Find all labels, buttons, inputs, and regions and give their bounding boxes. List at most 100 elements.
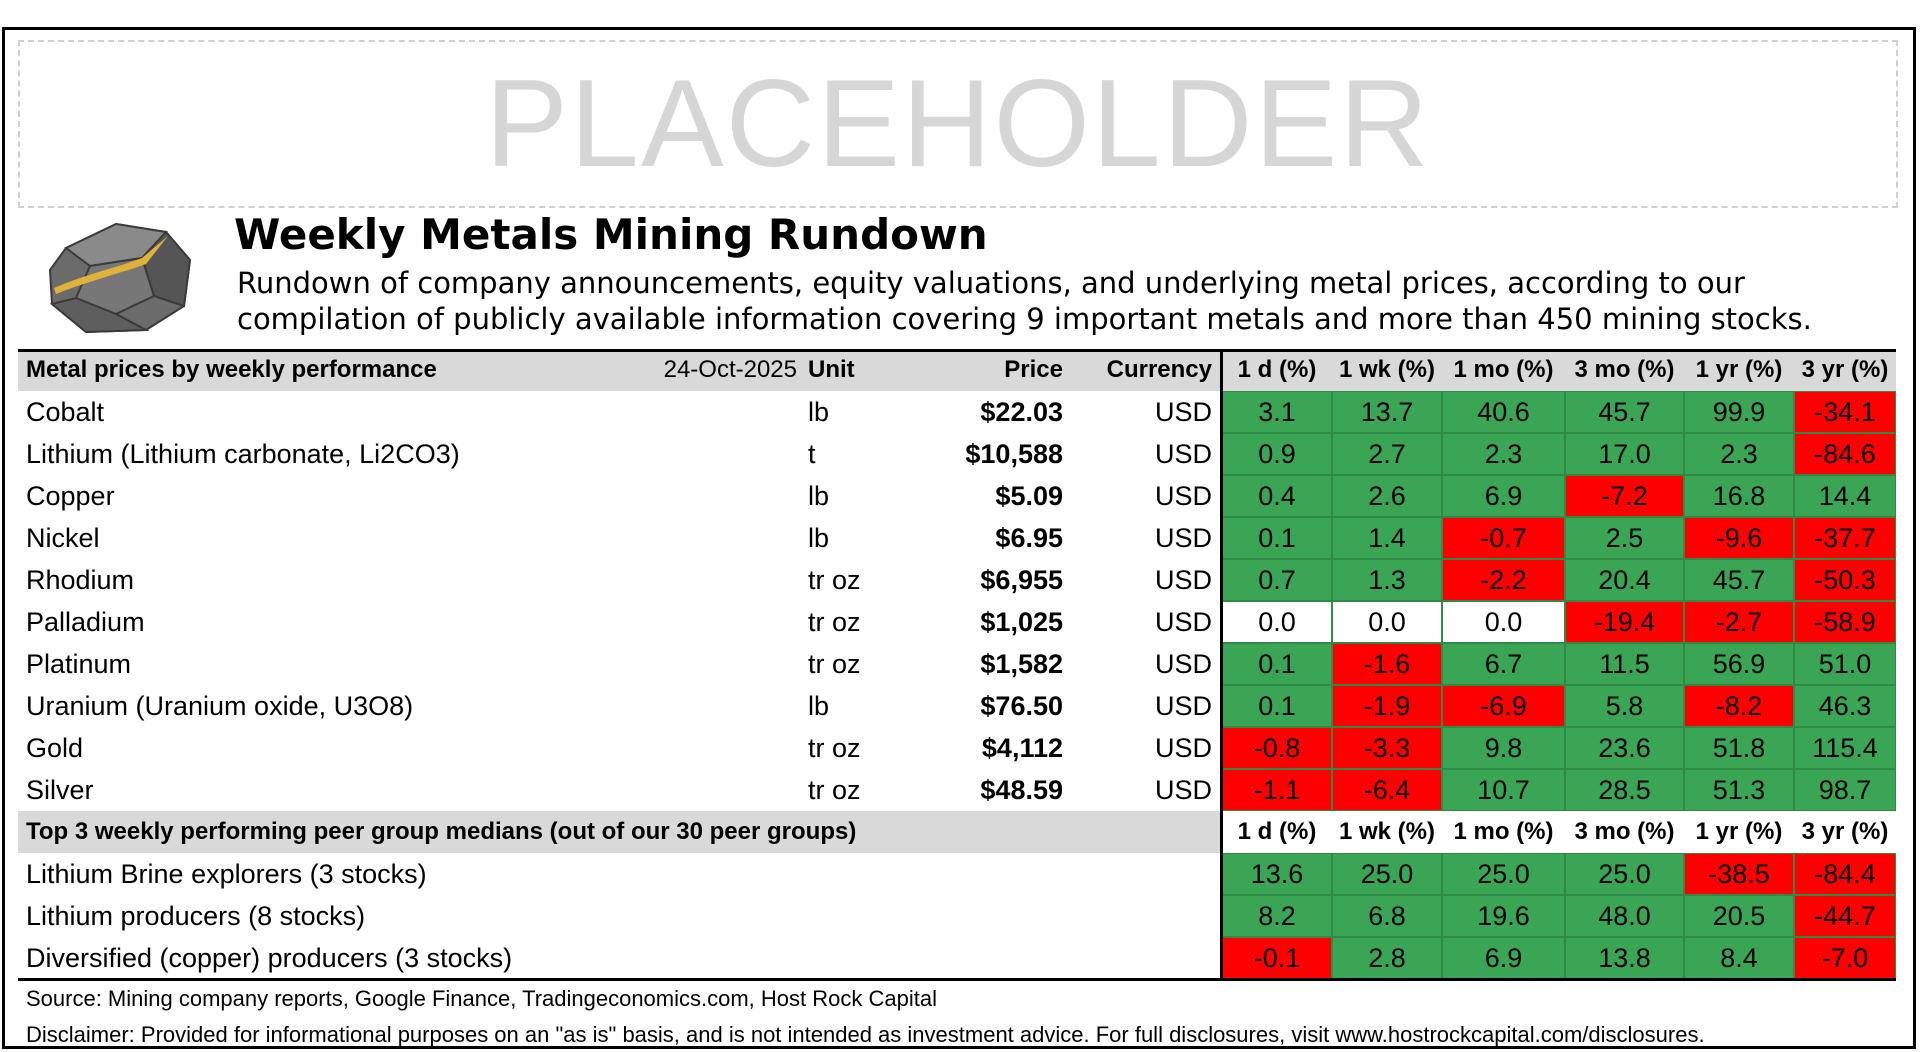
currency: USD [1154, 606, 1212, 637]
unit: lb [808, 690, 830, 721]
metal-name: Platinum [26, 648, 132, 679]
price: $5.09 [995, 480, 1063, 511]
frame [2, 27, 1916, 1049]
change-cell: 2.7 [1332, 433, 1442, 475]
change-cell: 2.8 [1332, 937, 1442, 979]
change-cell: 56.9 [1684, 643, 1794, 685]
change-cell: 98.7 [1794, 769, 1896, 811]
change-cell: 1.4 [1332, 517, 1442, 559]
unit: t [808, 438, 816, 469]
change-cell: 2.5 [1565, 517, 1684, 559]
column-header: 3 yr (%) [1801, 356, 1889, 383]
change-cell: 2.3 [1684, 433, 1794, 475]
table-date: 24-Oct-2025 [663, 356, 797, 383]
change-cell: 25.0 [1565, 853, 1684, 895]
change-cell: -6.9 [1442, 685, 1565, 727]
change-cell: -1.9 [1332, 685, 1442, 727]
peer-group-name: Lithium Brine explorers (3 stocks) [26, 858, 427, 889]
change-cell: 8.2 [1222, 895, 1332, 937]
unit: lb [808, 522, 830, 553]
source: Source: Mining company reports, Google F… [26, 986, 937, 1011]
change-cell: 25.0 [1442, 853, 1565, 895]
change-cell: 3.1 [1222, 391, 1332, 433]
metal-name: Lithium (Lithium carbonate, Li2CO3) [26, 438, 460, 469]
column-header: 1 d (%) [1237, 818, 1317, 845]
price: $48.59 [980, 774, 1063, 805]
change-cell: 0.1 [1222, 643, 1332, 685]
placeholder-box: PLACEHOLDER [18, 40, 1898, 208]
change-cell: 9.8 [1442, 727, 1565, 769]
unit: lb [808, 480, 830, 511]
rule [18, 349, 1896, 352]
metal-name: Rhodium [26, 564, 135, 595]
column-header: 1 mo (%) [1453, 818, 1554, 845]
rule [1220, 349, 1223, 979]
metal-name: Nickel [26, 522, 100, 553]
change-cell: 8.4 [1684, 937, 1794, 979]
change-cell: 0.7 [1222, 559, 1332, 601]
unit: tr oz [808, 774, 861, 805]
change-cell: 6.8 [1332, 895, 1442, 937]
column-header: 1 yr (%) [1695, 356, 1783, 383]
change-cell: 46.3 [1794, 685, 1896, 727]
metal-name: Gold [26, 732, 84, 763]
currency: USD [1154, 522, 1212, 553]
price: $1,025 [980, 606, 1063, 637]
change-cell: 23.6 [1565, 727, 1684, 769]
change-cell: 13.6 [1222, 853, 1332, 895]
change-cell: 6.7 [1442, 643, 1565, 685]
change-cell: 13.7 [1332, 391, 1442, 433]
unit: tr oz [808, 564, 861, 595]
metal-name: Cobalt [26, 396, 105, 427]
change-cell: -0.8 [1222, 727, 1332, 769]
change-cell: 0.0 [1222, 601, 1332, 643]
column-header: 1 wk (%) [1338, 818, 1436, 845]
change-cell: -7.2 [1565, 475, 1684, 517]
price: $6,955 [980, 564, 1063, 595]
column-header: 3 mo (%) [1574, 818, 1675, 845]
change-cell: 14.4 [1794, 475, 1896, 517]
column-header: Unit [808, 356, 855, 383]
change-cell: 2.3 [1442, 433, 1565, 475]
price: $76.50 [980, 690, 1063, 721]
change-cell: -9.6 [1684, 517, 1794, 559]
change-cell: 99.9 [1684, 391, 1794, 433]
currency: USD [1154, 732, 1212, 763]
change-cell: 0.0 [1442, 601, 1565, 643]
change-cell: 0.0 [1332, 601, 1442, 643]
metal-name: Copper [26, 480, 115, 511]
disclaimer: Disclaimer: Provided for informational p… [26, 1022, 1705, 1047]
change-cell: 0.1 [1222, 517, 1332, 559]
currency: USD [1154, 438, 1212, 469]
change-cell: -6.4 [1332, 769, 1442, 811]
change-cell: 6.9 [1442, 475, 1565, 517]
change-cell: -58.9 [1794, 601, 1896, 643]
change-cell: -2.2 [1442, 559, 1565, 601]
change-cell: 5.8 [1565, 685, 1684, 727]
column-header: Price [1004, 356, 1063, 383]
rule [18, 978, 1896, 981]
change-cell: -44.7 [1794, 895, 1896, 937]
price: $22.03 [980, 396, 1063, 427]
change-cell: 1.3 [1332, 559, 1442, 601]
change-cell: -1.6 [1332, 643, 1442, 685]
header-band [18, 349, 1896, 391]
unit: tr oz [808, 648, 861, 679]
change-cell: 45.7 [1684, 559, 1794, 601]
metal-name: Uranium (Uranium oxide, U3O8) [26, 690, 414, 721]
unit: tr oz [808, 732, 861, 763]
change-cell: 51.8 [1684, 727, 1794, 769]
change-cell: 20.5 [1684, 895, 1794, 937]
change-cell: 19.6 [1442, 895, 1565, 937]
rock-icon [48, 222, 192, 334]
change-cell: -19.4 [1565, 601, 1684, 643]
change-cell: 51.0 [1794, 643, 1896, 685]
change-cell: 17.0 [1565, 433, 1684, 475]
currency: USD [1154, 774, 1212, 805]
change-cell: 0.4 [1222, 475, 1332, 517]
change-cell: -2.7 [1684, 601, 1794, 643]
column-header: 1 d (%) [1237, 356, 1317, 383]
description-line: compilation of publicly available inform… [237, 302, 1812, 336]
